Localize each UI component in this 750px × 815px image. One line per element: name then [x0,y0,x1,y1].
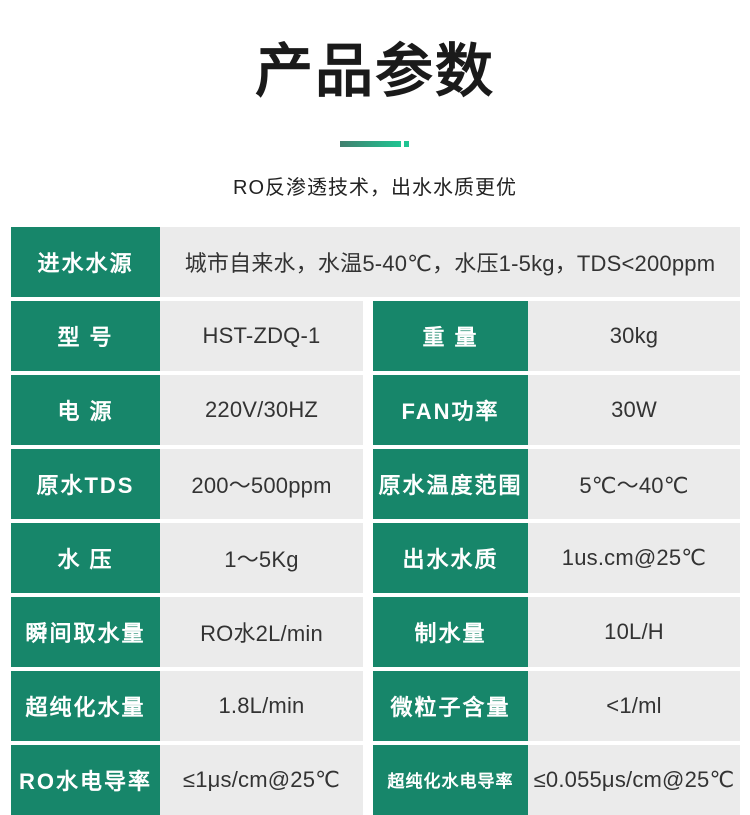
column-gap [363,522,373,593]
column-gap [363,300,373,371]
param-value: <1/ml [528,670,740,741]
param-value: HST-ZDQ-1 [160,300,363,371]
param-label: 电 源 [11,374,160,445]
spec-row: 电 源 220V/30HZ FAN功率 30W [11,374,740,445]
param-label: 重 量 [373,300,528,371]
column-gap [363,670,373,741]
param-value: ≤1μs/cm@25℃ [160,744,363,815]
param-value: 城市自来水，水温5-40℃，水压1-5kg，TDS<200ppm [160,226,740,297]
param-value: 1us.cm@25℃ [528,522,740,593]
spec-row: 型 号 HST-ZDQ-1 重 量 30kg [11,300,740,371]
spec-table: 进水水源 城市自来水，水温5-40℃，水压1-5kg，TDS<200ppm 型 … [11,226,740,815]
param-value: RO水2L/min [160,596,363,667]
page-title: 产品参数 [254,39,495,104]
param-label: 微粒子含量 [373,670,528,741]
column-gap [363,374,373,445]
param-value: 1～5Kg [160,522,363,593]
param-value: ≤0.055μs/cm@25℃ [528,744,740,815]
param-value: 10L/H [528,596,740,667]
column-gap [363,448,373,519]
column-gap [363,596,373,667]
spec-row: 原水TDS 200～500ppm 原水温度范围 5℃～40℃ [11,448,740,519]
param-value: 30W [528,374,740,445]
param-label: 进水水源 [11,226,160,297]
param-value: 200～500ppm [160,448,363,519]
accent-divider [340,140,410,147]
param-label: 原水TDS [11,448,160,519]
param-label: 型 号 [11,300,160,371]
spec-row: 瞬间取水量 RO水2L/min 制水量 10L/H [11,596,740,667]
param-value: 220V/30HZ [160,374,363,445]
spec-row: 水 压 1～5Kg 出水水质 1us.cm@25℃ [11,522,740,593]
param-label: 超纯化水电导率 [373,744,528,815]
param-label: 原水温度范围 [373,448,528,519]
page-subtitle: RO反渗透技术，出水水质更优 [233,176,517,199]
param-label: 制水量 [373,596,528,667]
param-value: 1.8L/min [160,670,363,741]
spec-row-intake: 进水水源 城市自来水，水温5-40℃，水压1-5kg，TDS<200ppm [11,226,740,297]
divider-bar [340,140,401,147]
param-label: 出水水质 [373,522,528,593]
param-value: 30kg [528,300,740,371]
header: 产品参数 RO反渗透技术，出水水质更优 [0,0,750,200]
param-label: RO水电导率 [11,744,160,815]
param-label: 瞬间取水量 [11,596,160,667]
param-label: 水 压 [11,522,160,593]
param-label: 超纯化水量 [11,670,160,741]
param-value: 5℃～40℃ [528,448,740,519]
spec-row: RO水电导率 ≤1μs/cm@25℃ 超纯化水电导率 ≤0.055μs/cm@2… [11,744,740,815]
param-label: FAN功率 [373,374,528,445]
column-gap [363,744,373,815]
divider-square [404,140,409,147]
spec-row: 超纯化水量 1.8L/min 微粒子含量 <1/ml [11,670,740,741]
